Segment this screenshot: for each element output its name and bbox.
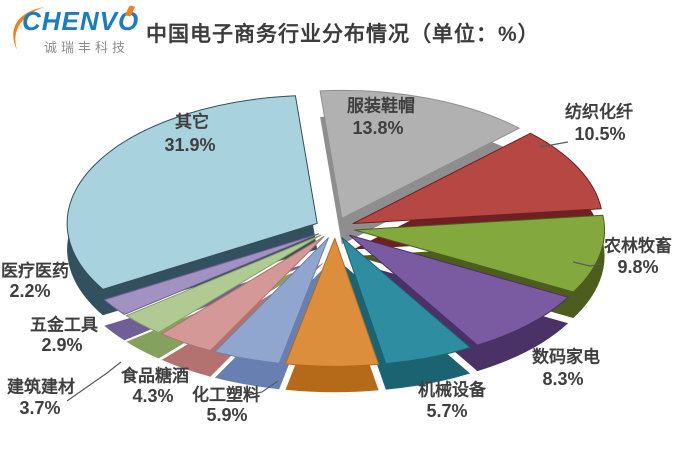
slice-label: 纺织化纤 (565, 102, 633, 122)
slice-value: 31.9% (164, 135, 215, 155)
slice-value: 2.2% (9, 281, 50, 301)
slice-value: 9.8% (617, 257, 658, 277)
slice-value: 5.7% (426, 401, 467, 421)
slice-value: 5.9% (206, 405, 247, 425)
brand-logo: CHENVO 诚瑞丰科技 (6, 4, 144, 56)
slice-label: 建筑建材 (7, 377, 75, 397)
slice-label: 医疗医药 (1, 261, 69, 281)
logo-swoosh-icon (13, 7, 44, 50)
slice-label: 数码家电 (532, 347, 600, 367)
slice-label: 五金工具 (30, 315, 98, 335)
slice-label: 服装鞋帽 (347, 96, 415, 116)
label-leader-line (572, 261, 603, 267)
brand-name: CHENVO (22, 6, 140, 36)
slice-value: 8.3% (542, 369, 583, 389)
slice-value: 10.5% (574, 124, 625, 144)
brand-subtitle: 诚瑞丰科技 (44, 40, 130, 55)
slice-label: 化工塑料 (192, 385, 260, 405)
slice-value: 4.3% (132, 386, 173, 406)
pie-slice (161, 236, 325, 352)
slice-value: 3.7% (19, 398, 60, 418)
pie-slice (352, 132, 602, 225)
label-leader-line (247, 380, 279, 396)
label-leader-line (539, 141, 569, 148)
chart-title: 中国电子商务行业分布情况（单位：%） (146, 23, 540, 46)
pie-slice (66, 95, 318, 290)
pie-slice (103, 233, 320, 315)
pie-slice (319, 89, 520, 219)
pie-slice (125, 234, 322, 333)
pie-slice (354, 214, 606, 293)
slice-value: 13.8% (352, 118, 403, 138)
pie-slice (348, 234, 569, 346)
slice-label: 农林牧畜 (603, 236, 672, 256)
slice-label: 其它 (175, 112, 209, 132)
slice-label: 食品糖酒 (121, 366, 189, 386)
label-leader-line (66, 361, 122, 402)
pie-slice (214, 237, 329, 364)
slice-value: 2.9% (41, 335, 82, 355)
slice-label: 机械设备 (418, 380, 487, 400)
pie-slice (285, 237, 380, 367)
pie-slice (341, 237, 471, 365)
